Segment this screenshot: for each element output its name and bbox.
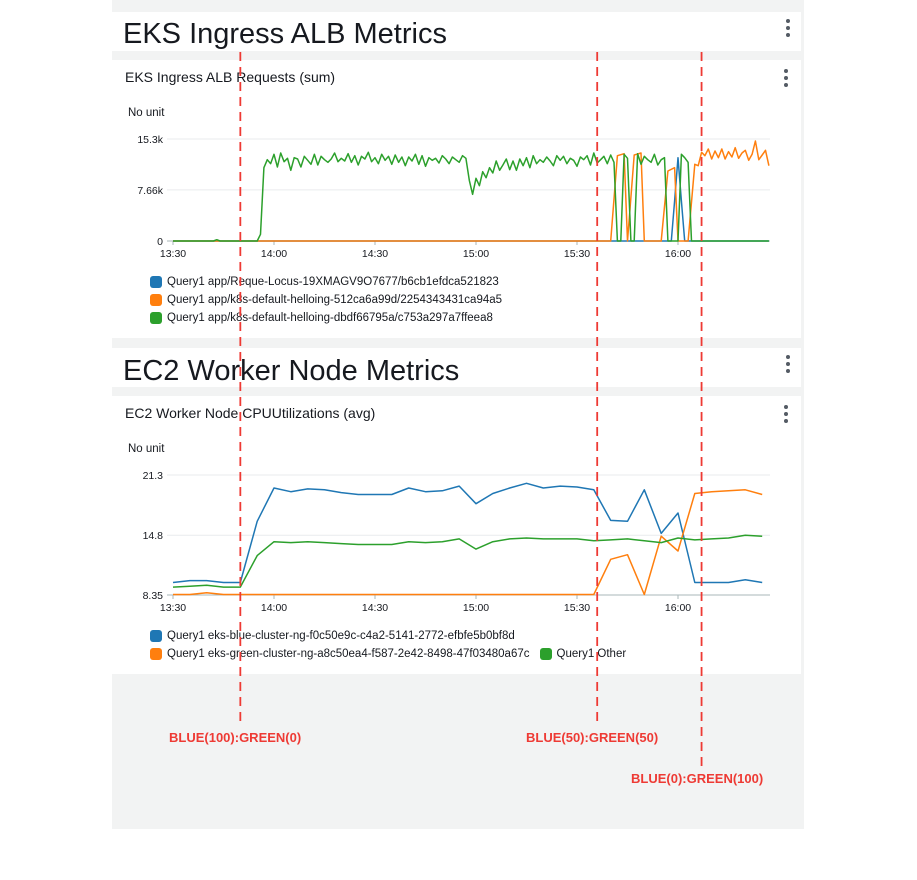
series-line bbox=[173, 489, 763, 596]
y-tick-label: 0 bbox=[157, 236, 163, 248]
section-header-alb: EKS Ingress ALB Metrics bbox=[112, 12, 801, 51]
x-tick-label: 15:00 bbox=[463, 602, 489, 614]
y-tick-label: 21.3 bbox=[143, 470, 164, 482]
series-line bbox=[172, 482, 763, 584]
x-tick-label: 15:00 bbox=[463, 248, 489, 260]
section-title: EC2 Worker Node Metrics bbox=[123, 355, 460, 387]
widget-title: EKS Ingress ALB Requests (sum) bbox=[125, 69, 336, 85]
y-tick-label: 15.3k bbox=[137, 134, 163, 146]
annotation-label: BLUE(100):GREEN(0) bbox=[169, 730, 302, 745]
section-title: EKS Ingress ALB Metrics bbox=[123, 18, 447, 50]
legend-item[interactable]: Query1 eks-blue-cluster-ng-f0c50e9c-c4a2… bbox=[150, 630, 515, 642]
series-line bbox=[173, 140, 770, 242]
y-tick-label: 7.66k bbox=[137, 185, 163, 197]
legend-label: Query1 eks-green-cluster-ng-a8c50ea4-f58… bbox=[167, 648, 530, 660]
annotation-label: BLUE(50):GREEN(50) bbox=[526, 730, 659, 745]
widget-alb-requests: EKS Ingress ALB Requests (sum) No unit 0… bbox=[112, 60, 801, 338]
alb-requests-chart: 0 7.66k 15.3k 13:30 14:00 14:30 15:00 15:30 16:0… bbox=[137, 134, 770, 260]
legend: Query1 app/k8s-default-helloing-512ca6a9… bbox=[150, 294, 512, 306]
legend: Query1 eks-blue-cluster-ng-f0c50e9c-c4a2… bbox=[150, 630, 525, 642]
x-tick-label: 16:00 bbox=[665, 602, 691, 614]
legend: Query1 app/k8s-default-helloing-dbdf6679… bbox=[150, 312, 503, 324]
legend-label: Query1 app/k8s-default-helloing-512ca6a9… bbox=[167, 294, 503, 306]
legend-label: Query1 app/k8s-default-helloing-dbdf6679… bbox=[167, 312, 493, 324]
series-line bbox=[172, 534, 763, 588]
legend-item[interactable]: Query1 app/Reque-Locus-19XMAGV9O7677/b6c… bbox=[150, 276, 499, 288]
annotation-label: BLUE(0):GREEN(100) bbox=[631, 771, 764, 786]
legend-item[interactable]: Query1 app/k8s-default-helloing-512ca6a9… bbox=[150, 294, 502, 306]
vertical-ellipsis-icon[interactable] bbox=[785, 18, 791, 38]
legend-swatch bbox=[539, 648, 552, 660]
x-tick-label: 13:30 bbox=[160, 248, 186, 260]
legend-label: Query1 eks-blue-cluster-ng-f0c50e9c-c4a2… bbox=[167, 630, 515, 642]
legend-swatch bbox=[150, 294, 162, 306]
vertical-ellipsis-icon[interactable] bbox=[783, 404, 789, 424]
y-unit-label: No unit bbox=[128, 107, 165, 119]
legend: Query1 eks-green-cluster-ng-a8c50ea4-f58… bbox=[150, 648, 636, 660]
legend-item[interactable]: Query1 eks-green-cluster-ng-a8c50ea4-f58… bbox=[150, 648, 530, 660]
legend-label: Query1 app/Reque-Locus-19XMAGV9O7677/b6c… bbox=[167, 276, 499, 288]
legend: Query1 app/Reque-Locus-19XMAGV9O7677/b6c… bbox=[150, 276, 509, 288]
legend-label: Query1 Other bbox=[556, 648, 627, 660]
x-tick-label: 13:30 bbox=[160, 602, 186, 614]
legend-item[interactable]: Query1 Other bbox=[539, 648, 627, 660]
y-tick-label: 14.8 bbox=[143, 530, 164, 542]
ec2-cpu-chart: 8.35 14.8 21.3 13:30 14:00 14:30 15:00 15:30 16:… bbox=[143, 470, 770, 614]
legend-swatch bbox=[150, 630, 162, 642]
legend-swatch bbox=[150, 276, 162, 288]
widget-ec2-cpu: EC2 Worker Node CPUUtilizations (avg) No… bbox=[112, 396, 801, 674]
vertical-ellipsis-icon[interactable] bbox=[783, 68, 789, 88]
widget-title: EC2 Worker Node CPUUtilizations (avg) bbox=[125, 405, 376, 421]
x-tick-label: 14:30 bbox=[362, 248, 388, 260]
x-tick-label: 14:00 bbox=[261, 602, 287, 614]
legend-item[interactable]: Query1 app/k8s-default-helloing-dbdf6679… bbox=[150, 312, 493, 324]
x-tick-label: 15:30 bbox=[564, 248, 590, 260]
y-unit-label: No unit bbox=[128, 443, 165, 455]
y-tick-label: 8.35 bbox=[143, 590, 164, 602]
x-tick-label: 16:00 bbox=[665, 248, 691, 260]
x-tick-label: 14:00 bbox=[261, 248, 287, 260]
section-header-ec2: EC2 Worker Node Metrics bbox=[112, 348, 801, 387]
legend-swatch bbox=[150, 312, 162, 324]
vertical-ellipsis-icon[interactable] bbox=[785, 354, 791, 374]
legend-swatch bbox=[150, 648, 162, 660]
x-tick-label: 14:30 bbox=[362, 602, 388, 614]
x-tick-label: 15:30 bbox=[564, 602, 590, 614]
series-line bbox=[173, 151, 769, 242]
